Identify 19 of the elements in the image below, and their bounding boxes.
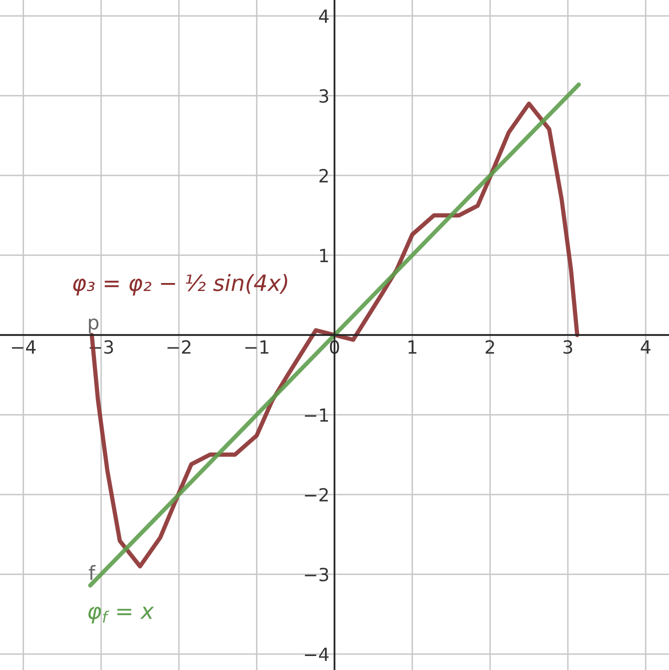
y-tick-label: 3 [320,89,328,103]
x-tick-label: 3 [564,340,572,354]
annotation: φ$_{f}$ = x [88,606,154,624]
y-tick-label: 4 [319,10,329,23]
y-tick-label: 2 [319,168,328,182]
series-label: f [88,565,96,580]
y-tick-label: −2 [304,488,328,502]
x-tick-label: −2 [168,340,190,354]
y-tick-label: −4 [304,648,329,661]
y-tick-label: −1 [304,408,328,422]
x-tick-label: −4 [12,340,36,354]
x-tick-label: 4 [640,340,650,354]
y-tick-label: 1 [320,248,328,262]
x-tick-label: 2 [486,340,494,354]
x-tick-label: −1 [245,340,268,354]
y-tick-label: −3 [304,568,328,582]
annotation: φ₃ = φ₂ − ½ sin(4x) [73,274,288,296]
series-label: p [88,318,98,334]
x-tick-label: 1 [408,340,416,354]
